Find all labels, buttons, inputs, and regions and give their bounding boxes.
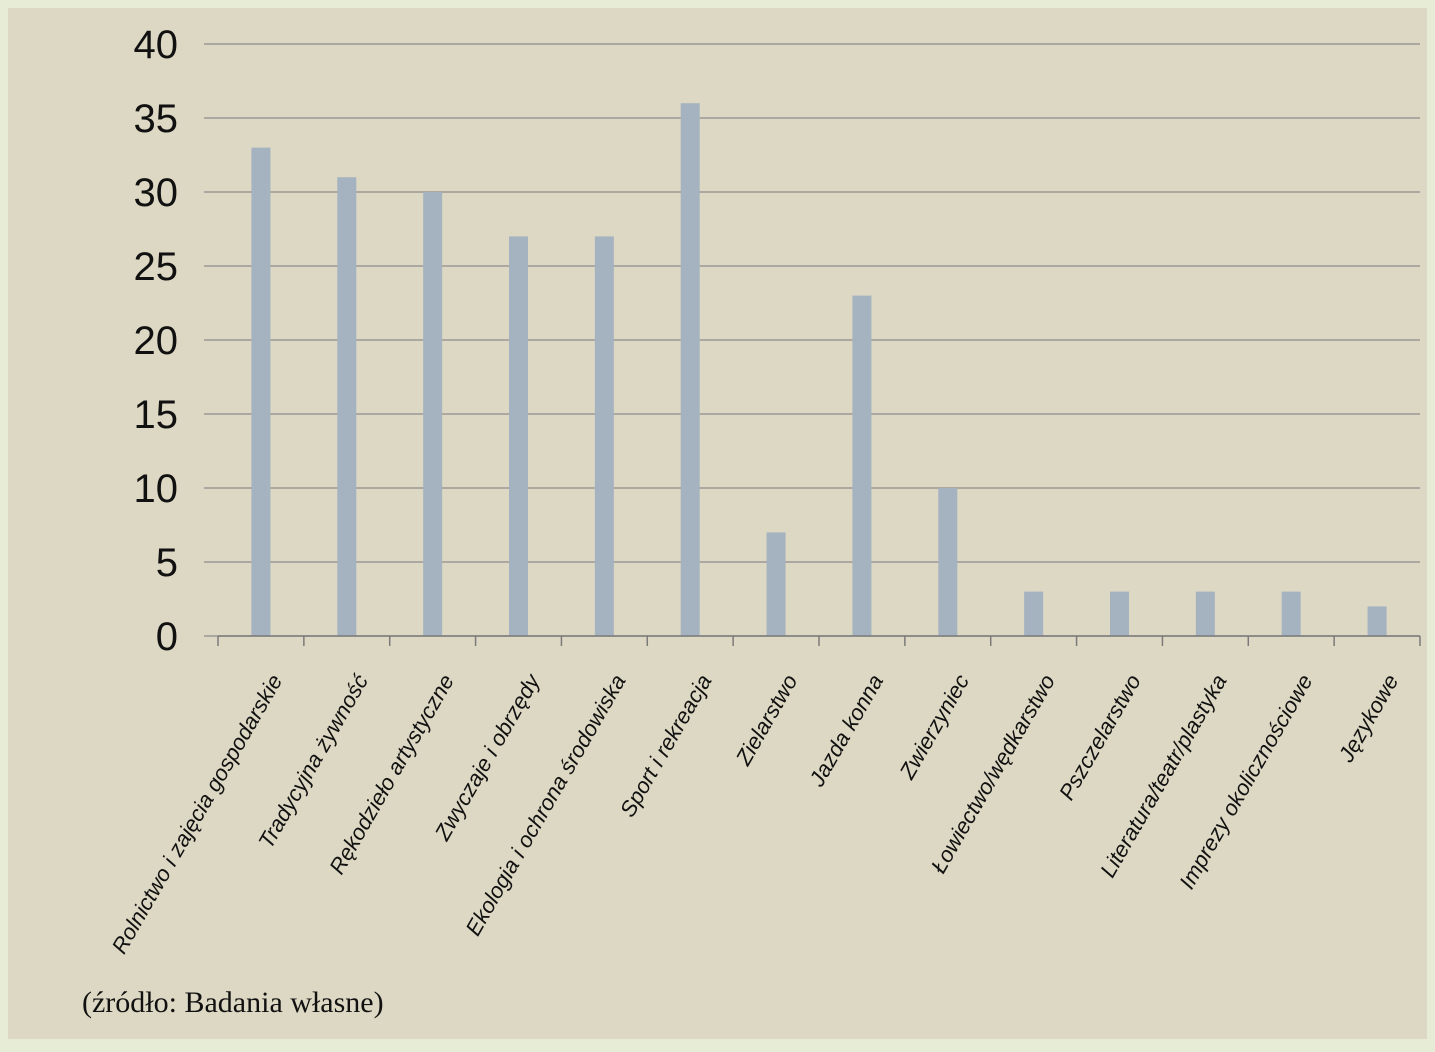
y-tick-label-15: 15 xyxy=(134,393,179,437)
y-tick-label-0: 0 xyxy=(156,615,178,659)
y-tick-label-30: 30 xyxy=(134,171,179,215)
gridlines xyxy=(204,43,1420,637)
source-note: (źródło: Badania własne) xyxy=(82,986,384,1019)
y-tick-label-20: 20 xyxy=(134,319,179,363)
y-tick-label-5: 5 xyxy=(156,541,178,585)
y-axis-tick-labels: 0 5 10 15 20 25 30 35 40 xyxy=(134,23,179,659)
bars xyxy=(251,103,1387,636)
bar-7 xyxy=(766,532,786,636)
y-tick-label-25: 25 xyxy=(134,245,179,289)
bar-3 xyxy=(423,192,443,636)
y-tick-label-40: 40 xyxy=(134,23,179,67)
bar-9 xyxy=(938,488,958,636)
bar-1 xyxy=(251,147,271,636)
bar-14 xyxy=(1367,606,1387,636)
bar-12 xyxy=(1195,591,1215,636)
x-axis xyxy=(217,635,1421,646)
bar-4 xyxy=(509,236,528,636)
bar-10 xyxy=(1024,591,1044,636)
bar-8 xyxy=(852,295,872,636)
bar-11 xyxy=(1110,591,1129,636)
bar-13 xyxy=(1281,591,1301,636)
bar-5 xyxy=(594,236,614,636)
chart-background xyxy=(8,8,1427,1039)
bar-6 xyxy=(680,103,700,636)
y-tick-label-35: 35 xyxy=(134,97,179,141)
y-tick-label-10: 10 xyxy=(134,467,179,511)
bar-2 xyxy=(337,177,357,636)
